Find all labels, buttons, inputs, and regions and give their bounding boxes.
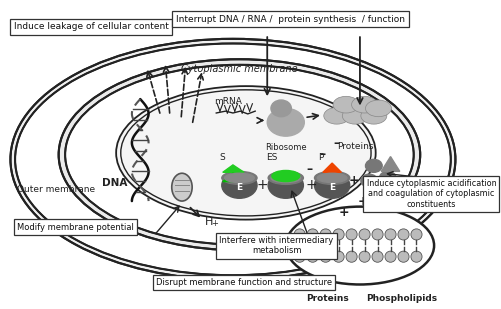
Ellipse shape [65,65,414,245]
Ellipse shape [11,39,455,280]
Ellipse shape [342,108,368,124]
Circle shape [320,251,331,262]
Ellipse shape [317,173,347,183]
Text: S: S [220,153,225,162]
Text: +: + [348,174,359,187]
Ellipse shape [271,173,301,183]
Ellipse shape [352,96,378,113]
Text: +: + [339,206,350,219]
Text: Interfere with intermediary
metabolism: Interfere with intermediary metabolism [219,236,334,255]
Circle shape [385,229,396,240]
Ellipse shape [271,100,292,117]
Polygon shape [223,165,244,172]
Circle shape [411,251,422,262]
Circle shape [307,229,318,240]
Text: +: + [306,178,318,192]
Text: –: – [306,163,312,176]
Ellipse shape [315,172,350,198]
Ellipse shape [15,44,451,275]
Text: Outer membrane: Outer membrane [17,185,95,194]
Ellipse shape [268,171,304,184]
Ellipse shape [267,108,304,136]
Text: DNA: DNA [102,178,127,188]
Ellipse shape [224,173,254,183]
Ellipse shape [116,86,376,220]
Circle shape [294,229,305,240]
Text: ES: ES [266,153,278,162]
Text: Disrupt membrane function and structure: Disrupt membrane function and structure [156,278,332,287]
Circle shape [320,229,331,240]
Text: –: – [334,137,340,150]
Ellipse shape [361,108,387,124]
Circle shape [372,251,383,262]
Ellipse shape [59,59,420,250]
Polygon shape [323,163,341,172]
Text: –: – [320,148,326,161]
Text: +: + [211,219,217,228]
Circle shape [372,229,383,240]
Text: E: E [329,183,335,192]
Circle shape [359,229,370,240]
Text: Proteins: Proteins [306,294,349,303]
Ellipse shape [272,171,300,182]
Text: Modify membrane potential: Modify membrane potential [17,222,134,231]
Circle shape [411,229,422,240]
Text: Induce leakage of cellular content: Induce leakage of cellular content [14,22,168,31]
Ellipse shape [315,171,350,184]
Polygon shape [381,157,400,171]
Ellipse shape [366,100,391,117]
Ellipse shape [268,172,304,198]
Circle shape [333,229,344,240]
Circle shape [333,251,344,262]
Text: mRNA: mRNA [214,97,242,106]
Circle shape [398,229,409,240]
Ellipse shape [286,207,434,285]
Text: Phospholipids: Phospholipids [366,294,437,303]
Circle shape [385,251,396,262]
Ellipse shape [222,172,257,198]
Text: Cytoplasmic membrane: Cytoplasmic membrane [181,65,298,74]
Text: E: E [236,183,242,192]
Circle shape [359,251,370,262]
Ellipse shape [333,96,359,113]
Text: Induce cytoplasmic acidification
and coagulation of cytoplasmic
constituents: Induce cytoplasmic acidification and coa… [367,179,496,209]
Text: +: + [357,195,368,208]
Text: Proteins: Proteins [337,142,374,151]
Text: H: H [205,218,213,227]
Circle shape [307,251,318,262]
Circle shape [398,251,409,262]
Polygon shape [223,173,244,182]
Ellipse shape [324,108,350,124]
Text: P: P [318,153,324,162]
Circle shape [346,229,357,240]
Ellipse shape [172,173,192,201]
Ellipse shape [366,159,382,172]
Text: Interrupt DNA / RNA /  protein synthesis  / function: Interrupt DNA / RNA / protein synthesis … [176,15,405,24]
Ellipse shape [361,174,378,187]
Ellipse shape [222,171,257,184]
Circle shape [294,251,305,262]
Ellipse shape [379,171,396,184]
Text: +: + [257,178,269,192]
Text: Ribosome: Ribosome [265,143,307,152]
Circle shape [346,251,357,262]
